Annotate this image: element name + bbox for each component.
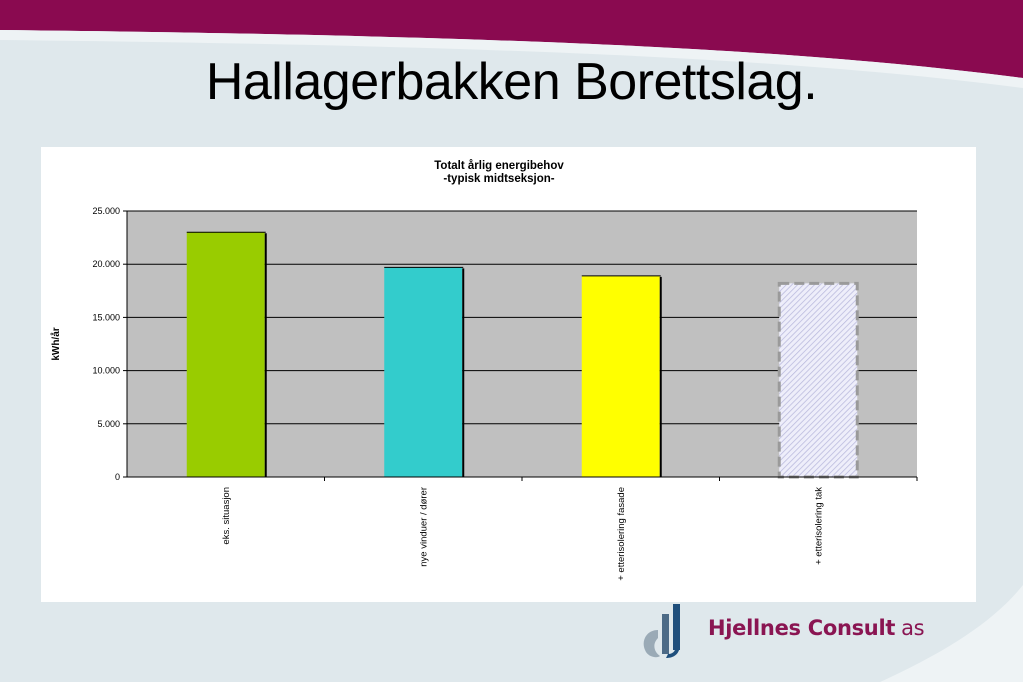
y-tick-labels: 0 5.000 10.000 15.000 20.000 25.000 <box>92 206 120 482</box>
chart-subtitle: -typisk midtseksjon- <box>443 173 554 185</box>
y-tick-label: 20.000 <box>92 259 120 269</box>
bar <box>186 232 265 477</box>
y-axis-label: kWh/år <box>50 327 62 360</box>
logo-suffix: as <box>901 616 925 640</box>
banner-highlight <box>0 30 1023 88</box>
category-label: + etterisolering fasade <box>616 487 627 581</box>
category-label: nye vinduer / dører <box>418 487 429 567</box>
logo-company-name: Hjellnes Consult <box>708 616 896 640</box>
company-logo: Hjellnes Consult as <box>636 600 966 660</box>
y-tick-label: 10.000 <box>92 366 120 376</box>
y-tick-label: 0 <box>115 472 120 482</box>
bottom-corner-swoosh <box>880 585 1023 682</box>
bar <box>581 275 660 477</box>
chart-panel: Totalt årlig energibehov -typisk midtsek… <box>41 147 976 602</box>
category-labels: eks. situasjon nye vinduer / dører + etter… <box>221 487 825 581</box>
chart-title: Totalt årlig energibehov <box>434 160 564 172</box>
bars <box>186 231 859 479</box>
y-tick-label: 25.000 <box>92 206 120 216</box>
y-tick-label: 5.000 <box>97 419 120 429</box>
y-tick-label: 15.000 <box>92 312 120 322</box>
hjellnes-logo-mark-icon <box>643 604 680 658</box>
logo-text: Hjellnes Consult as <box>708 616 925 640</box>
slide-title: Hallagerbakken Borettslag. <box>205 53 818 111</box>
bar <box>384 267 463 477</box>
category-label: + etterisolering tak <box>813 487 824 565</box>
category-label: eks. situasjon <box>221 487 232 545</box>
top-banner <box>0 0 1023 78</box>
bar-chart: Totalt årlig energibehov -typisk midtsek… <box>50 160 918 581</box>
axes <box>123 210 918 481</box>
bar <box>777 281 859 479</box>
